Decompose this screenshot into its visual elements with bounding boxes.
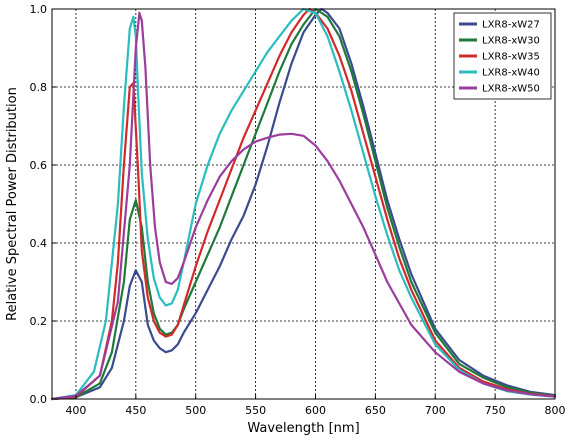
y-tick-label: 0.4: [30, 237, 48, 250]
legend: LXR8-xW27 LXR8-xW30 LXR8-xW35 LXR8-xW40 LXR8…: [453, 12, 552, 100]
x-axis-label: Wavelength [nm]: [247, 421, 359, 436]
y-tick-label: 1.0: [30, 3, 48, 16]
x-tick-label: 800: [545, 404, 566, 417]
plot-frame: [51, 8, 556, 400]
x-tick-label: 700: [425, 404, 446, 417]
x-tick-label: 600: [305, 404, 326, 417]
x-tick-label: 400: [65, 404, 86, 417]
x-tick-label: 500: [185, 404, 206, 417]
x-tick-label: 450: [125, 404, 146, 417]
series-line-lxr8-xw30: [50, 7, 557, 401]
series-line-lxr8-xw40: [50, 7, 557, 401]
y-tick-label: 0.2: [30, 315, 48, 328]
y-tick-label: 0.8: [30, 81, 48, 94]
series-line-lxr8-xw50: [50, 11, 557, 401]
series-line-lxr8-xw27: [50, 7, 557, 401]
y-axis-label: Relative Spectral Power Distribution: [5, 87, 20, 321]
legend-label: LXR8-xW50: [482, 84, 540, 95]
legend-label: LXR8-xW27: [482, 20, 540, 31]
y-tick-label: 0.0: [30, 393, 48, 406]
x-tick-label: 550: [245, 404, 266, 417]
x-tick-label: 650: [365, 404, 386, 417]
y-tick-label: 0.6: [30, 159, 48, 172]
series-lines: [50, 7, 557, 401]
legend-label: LXR8-xW35: [482, 52, 540, 63]
legend-label: LXR8-xW40: [482, 68, 540, 79]
x-tick-label: 750: [485, 404, 506, 417]
legend-label: LXR8-xW30: [482, 36, 540, 47]
axis-ticks: 400 450 500 550 600 650 700 750 800 0.0 0.2 0.4 0.6 0…: [30, 3, 566, 417]
